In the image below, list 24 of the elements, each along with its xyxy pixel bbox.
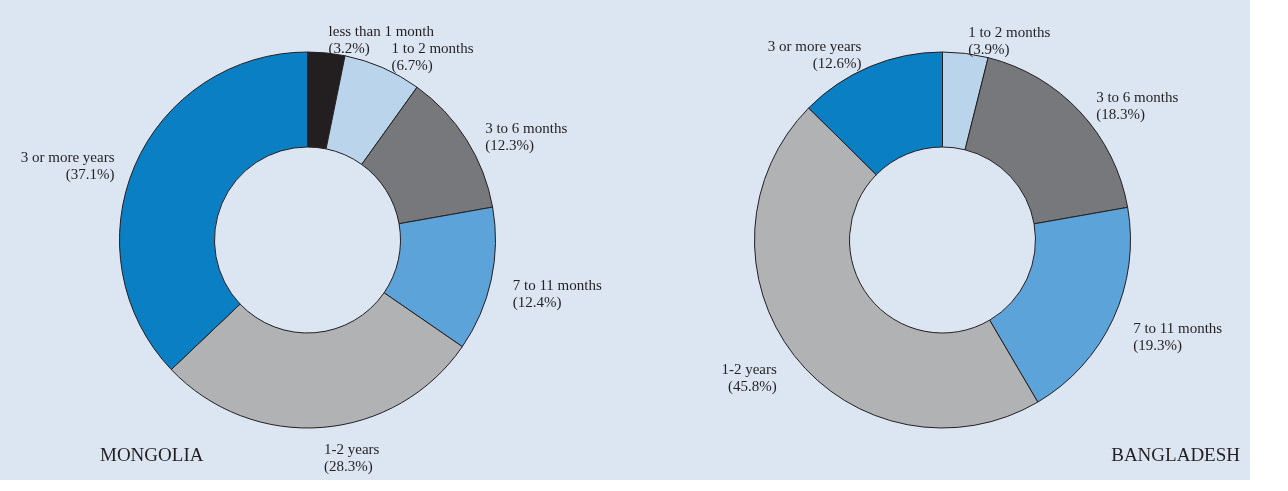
text: MONGOLIA (100, 444, 204, 465)
slice-label: 3 to 6 months (485, 120, 568, 137)
data-label: (3.9%) (968, 40, 1010, 58)
slice-label: 7 to 11 months (512, 276, 602, 293)
slice-label: 7 to 11 months (1133, 320, 1223, 336)
data-label: (12.3%) (485, 137, 534, 155)
data-label: (37.1%) (65, 166, 115, 184)
slice-label: 3 or more years (20, 149, 115, 166)
slice-label: less than 1 month (328, 23, 435, 40)
data-label: (3.2%) (328, 40, 370, 58)
data-label: (45.8%) (728, 378, 777, 396)
slice-label: 1 to 2 months (968, 23, 1051, 40)
data-label: (28.3%) (323, 458, 373, 476)
data-label: (12.6%) (812, 55, 862, 73)
slice-label: 3 or more years (767, 38, 862, 55)
data-label: (6.7%) (391, 56, 433, 74)
text: BANGLADESH (1111, 444, 1241, 465)
data-label: (19.3%) (1133, 337, 1182, 354)
slice-label: 1-2 years (323, 441, 380, 458)
data-label: (18.3%) (1096, 105, 1145, 123)
slice-label: 1 to 2 months (391, 39, 474, 56)
slice-label: 1-2 years (721, 361, 777, 378)
slice-label: 3 to 6 months (1096, 88, 1179, 105)
data-label: (12.4%) (512, 293, 562, 311)
